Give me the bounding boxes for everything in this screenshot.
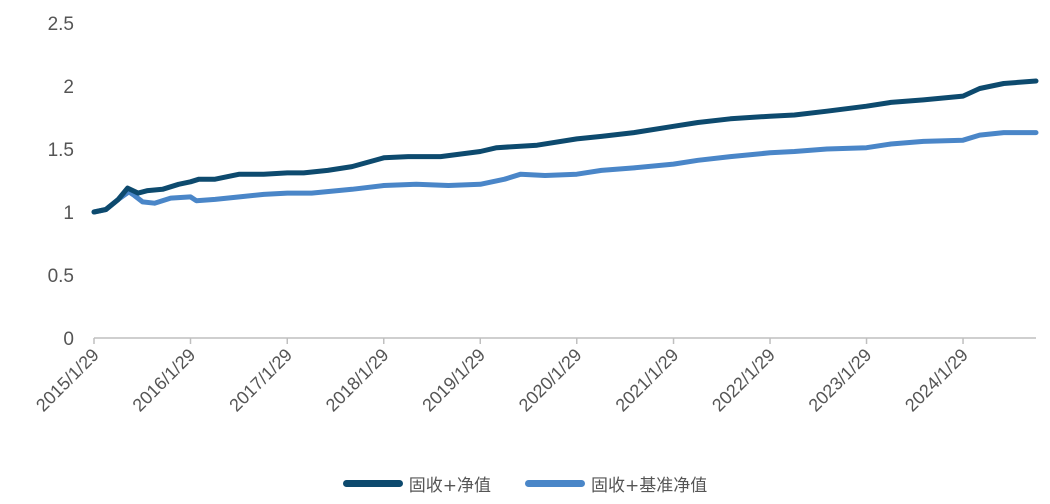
legend-item-series-2: 固收+基准净值 [525,471,707,496]
legend-label-series-2: 固收+基准净值 [591,475,708,496]
line-chart: 0 0.5 1 1.5 2 2.5 2015/1/29 2016/1/29 2017/1/29… [32,14,1039,415]
x-tick-label: 2021/1/29 [612,345,683,416]
y-tick-label: 0 [63,329,74,350]
x-tick-label: 2020/1/29 [515,345,586,416]
y-tick-label: 0.5 [48,266,74,287]
y-tick-label: 1 [63,203,74,224]
legend-swatch-series-1 [342,479,403,487]
x-tick-label: 2023/1/29 [805,345,876,416]
y-tick-label: 1.5 [48,140,74,161]
series-line-2 [91,130,1039,215]
x-tick-label: 2017/1/29 [225,345,296,416]
x-tick-label: 2024/1/29 [901,345,972,416]
x-tick-label: 2019/1/29 [418,345,489,416]
legend-swatch-series-2 [525,479,585,487]
x-tick-label: 2022/1/29 [708,345,779,416]
x-axis-ticks: 2015/1/29 2016/1/29 2017/1/29 2018/1/29 2019… [32,338,972,415]
y-tick-label: 2 [63,77,74,98]
y-tick-label: 2.5 [48,14,74,35]
x-tick-label: 2015/1/29 [32,345,103,416]
legend-label-series-1: 固收+净值 [408,475,491,496]
legend-item-series-1: 固收+净值 [342,471,491,496]
series-lines [91,78,1039,215]
x-tick-label: 2018/1/29 [322,345,393,416]
y-axis-ticks: 0 0.5 1 1.5 2 2.5 [48,14,74,350]
legend: 固收+净值 固收+基准净值 [0,468,1050,498]
series-line-1 [91,78,1039,215]
x-tick-label: 2016/1/29 [129,345,200,416]
